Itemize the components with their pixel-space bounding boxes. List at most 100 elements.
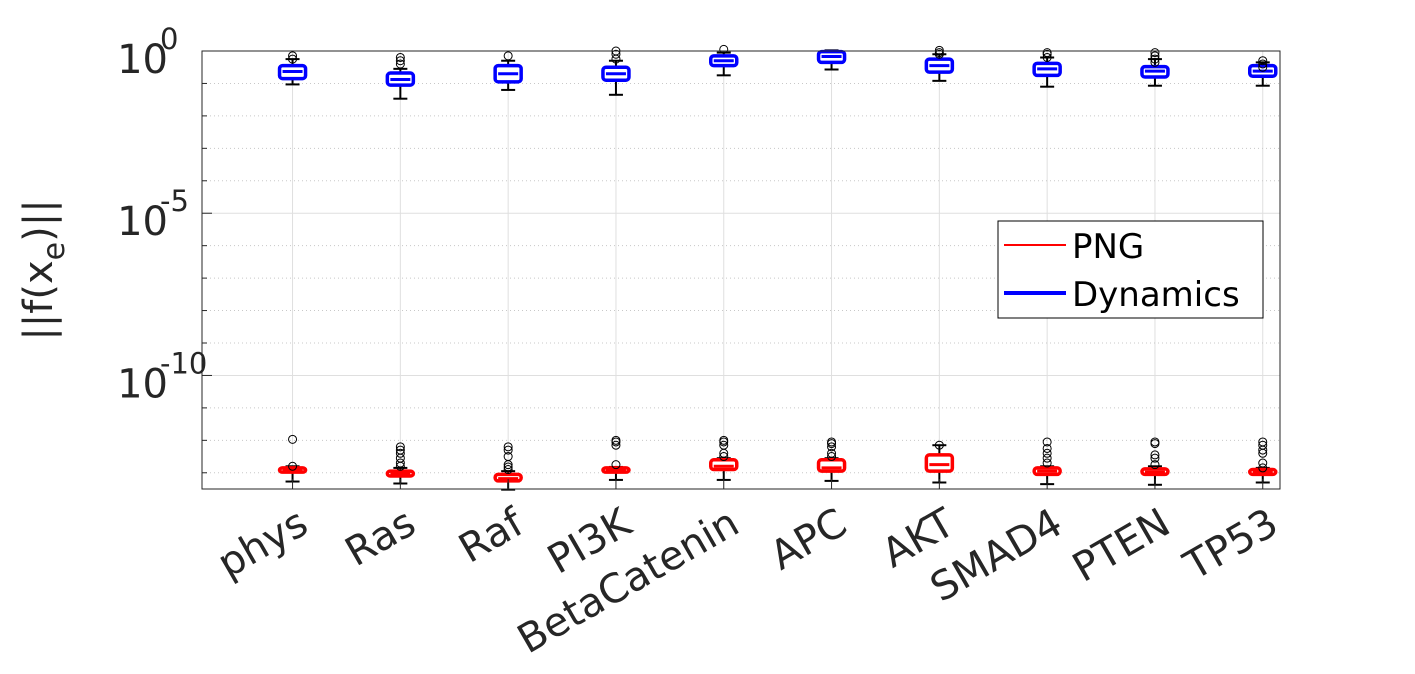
outlier-point bbox=[1258, 458, 1268, 468]
outlier-point bbox=[288, 54, 298, 64]
outlier-point bbox=[1150, 439, 1160, 449]
outlier-point bbox=[1258, 62, 1268, 72]
outlier-point bbox=[719, 448, 729, 458]
x-tick-label-raf: Raf bbox=[451, 499, 532, 572]
outlier-point bbox=[1042, 52, 1052, 62]
outlier-point bbox=[1042, 49, 1052, 59]
outlier-point bbox=[1258, 56, 1268, 66]
outlier-point bbox=[395, 461, 405, 471]
outlier-point bbox=[1150, 453, 1160, 463]
x-tick-label-phys: phys bbox=[210, 500, 316, 587]
outlier-point bbox=[288, 434, 298, 444]
outlier-point bbox=[503, 460, 513, 470]
outlier-point bbox=[719, 452, 729, 462]
outlier-point bbox=[719, 437, 729, 447]
outlier-point bbox=[611, 440, 621, 450]
legend-label-png: PNG bbox=[1072, 227, 1144, 267]
outlier-point bbox=[1042, 453, 1052, 463]
y-tick-label: 10 bbox=[117, 37, 168, 83]
outlier-point bbox=[503, 442, 513, 452]
outlier-point bbox=[934, 49, 944, 59]
y-tick-exponent: -10 bbox=[160, 346, 207, 380]
box-dynamics-akt bbox=[924, 45, 955, 82]
y-axis-label: ||f(xe)|| bbox=[16, 199, 72, 340]
x-tick-label-apc: APC bbox=[763, 500, 855, 580]
outlier-point bbox=[1258, 448, 1268, 458]
outlier-point bbox=[827, 439, 837, 449]
outlier-point bbox=[503, 462, 513, 472]
outlier-point bbox=[1042, 437, 1052, 447]
box-dynamics-tp53 bbox=[1248, 56, 1278, 87]
outlier-point bbox=[395, 442, 405, 452]
outlier-point bbox=[395, 448, 405, 458]
box-dynamics-apc bbox=[816, 49, 847, 71]
outlier-point bbox=[1150, 460, 1160, 470]
outlier-point bbox=[1042, 458, 1052, 468]
outlier-point bbox=[1150, 450, 1160, 460]
outlier-point bbox=[503, 445, 513, 455]
y-tick-exponent: 0 bbox=[160, 22, 178, 56]
y-axis-label-main: ||f(x bbox=[16, 260, 62, 340]
outlier-point bbox=[827, 442, 837, 452]
outlier-point bbox=[611, 437, 621, 447]
box-png-smad4 bbox=[1032, 437, 1062, 486]
y-tick-label: 10 bbox=[117, 199, 168, 245]
outlier-point bbox=[395, 458, 405, 468]
outlier-point bbox=[503, 465, 513, 475]
box-iqr bbox=[924, 453, 955, 473]
outlier-point bbox=[288, 51, 298, 61]
outlier-point bbox=[395, 56, 405, 66]
outlier-point bbox=[611, 460, 621, 470]
outlier-point bbox=[827, 452, 837, 462]
outlier-point bbox=[1258, 463, 1268, 473]
y-tick-base: 10 bbox=[117, 361, 168, 407]
outlier-point bbox=[1150, 51, 1160, 61]
box-dynamics-smad4 bbox=[1032, 48, 1062, 88]
outlier-point bbox=[395, 59, 405, 69]
outlier-point bbox=[934, 45, 944, 55]
y-tick-exponent: -5 bbox=[160, 184, 189, 218]
outlier-point bbox=[1042, 443, 1052, 453]
x-tick-label-pten: PTEN bbox=[1065, 500, 1178, 592]
box-png-pi3k bbox=[601, 435, 631, 481]
box-iqr bbox=[816, 458, 847, 473]
x-tick-label-ras: Ras bbox=[338, 500, 424, 576]
y-axis-label-subscript: e bbox=[37, 242, 72, 260]
outlier-point bbox=[611, 54, 621, 64]
outlier-point bbox=[934, 440, 944, 450]
box-png-akt bbox=[924, 440, 955, 484]
axes-frame bbox=[201, 50, 1281, 490]
box-dynamics-phys bbox=[277, 51, 308, 86]
box-dynamics-pi3k bbox=[601, 46, 631, 96]
x-tick-label-tp53: TP53 bbox=[1176, 500, 1286, 590]
y-axis-label-tail: )|| bbox=[16, 199, 62, 242]
outlier-point bbox=[1150, 54, 1160, 64]
outlier-point bbox=[1150, 57, 1160, 67]
legend-box bbox=[997, 220, 1264, 319]
box-png-betacatenin bbox=[709, 435, 739, 481]
outlier-point bbox=[288, 461, 298, 471]
box-dynamics-betacatenin bbox=[709, 44, 739, 77]
box-png-apc bbox=[816, 437, 847, 482]
outlier-point bbox=[719, 44, 729, 54]
outlier-point bbox=[1150, 48, 1160, 58]
outlier-point bbox=[395, 52, 405, 62]
outlier-point bbox=[827, 448, 837, 458]
outlier-point bbox=[611, 49, 621, 59]
legend-label-dynamics: Dynamics bbox=[1072, 275, 1240, 315]
y-tick-label: 10 bbox=[117, 361, 168, 407]
y-tick-base: 10 bbox=[117, 199, 168, 245]
box-dynamics-ras bbox=[385, 52, 416, 100]
box-dynamics-pten bbox=[1140, 48, 1170, 87]
outlier-point bbox=[1258, 59, 1268, 69]
outlier-point bbox=[503, 51, 513, 61]
outlier-point bbox=[1258, 445, 1268, 455]
legend: PNG Dynamics bbox=[997, 220, 1264, 319]
box-dynamics-raf bbox=[493, 51, 523, 91]
box-iqr bbox=[709, 458, 739, 472]
outlier-point bbox=[1042, 448, 1052, 458]
y-tick-base: 10 bbox=[117, 37, 168, 83]
